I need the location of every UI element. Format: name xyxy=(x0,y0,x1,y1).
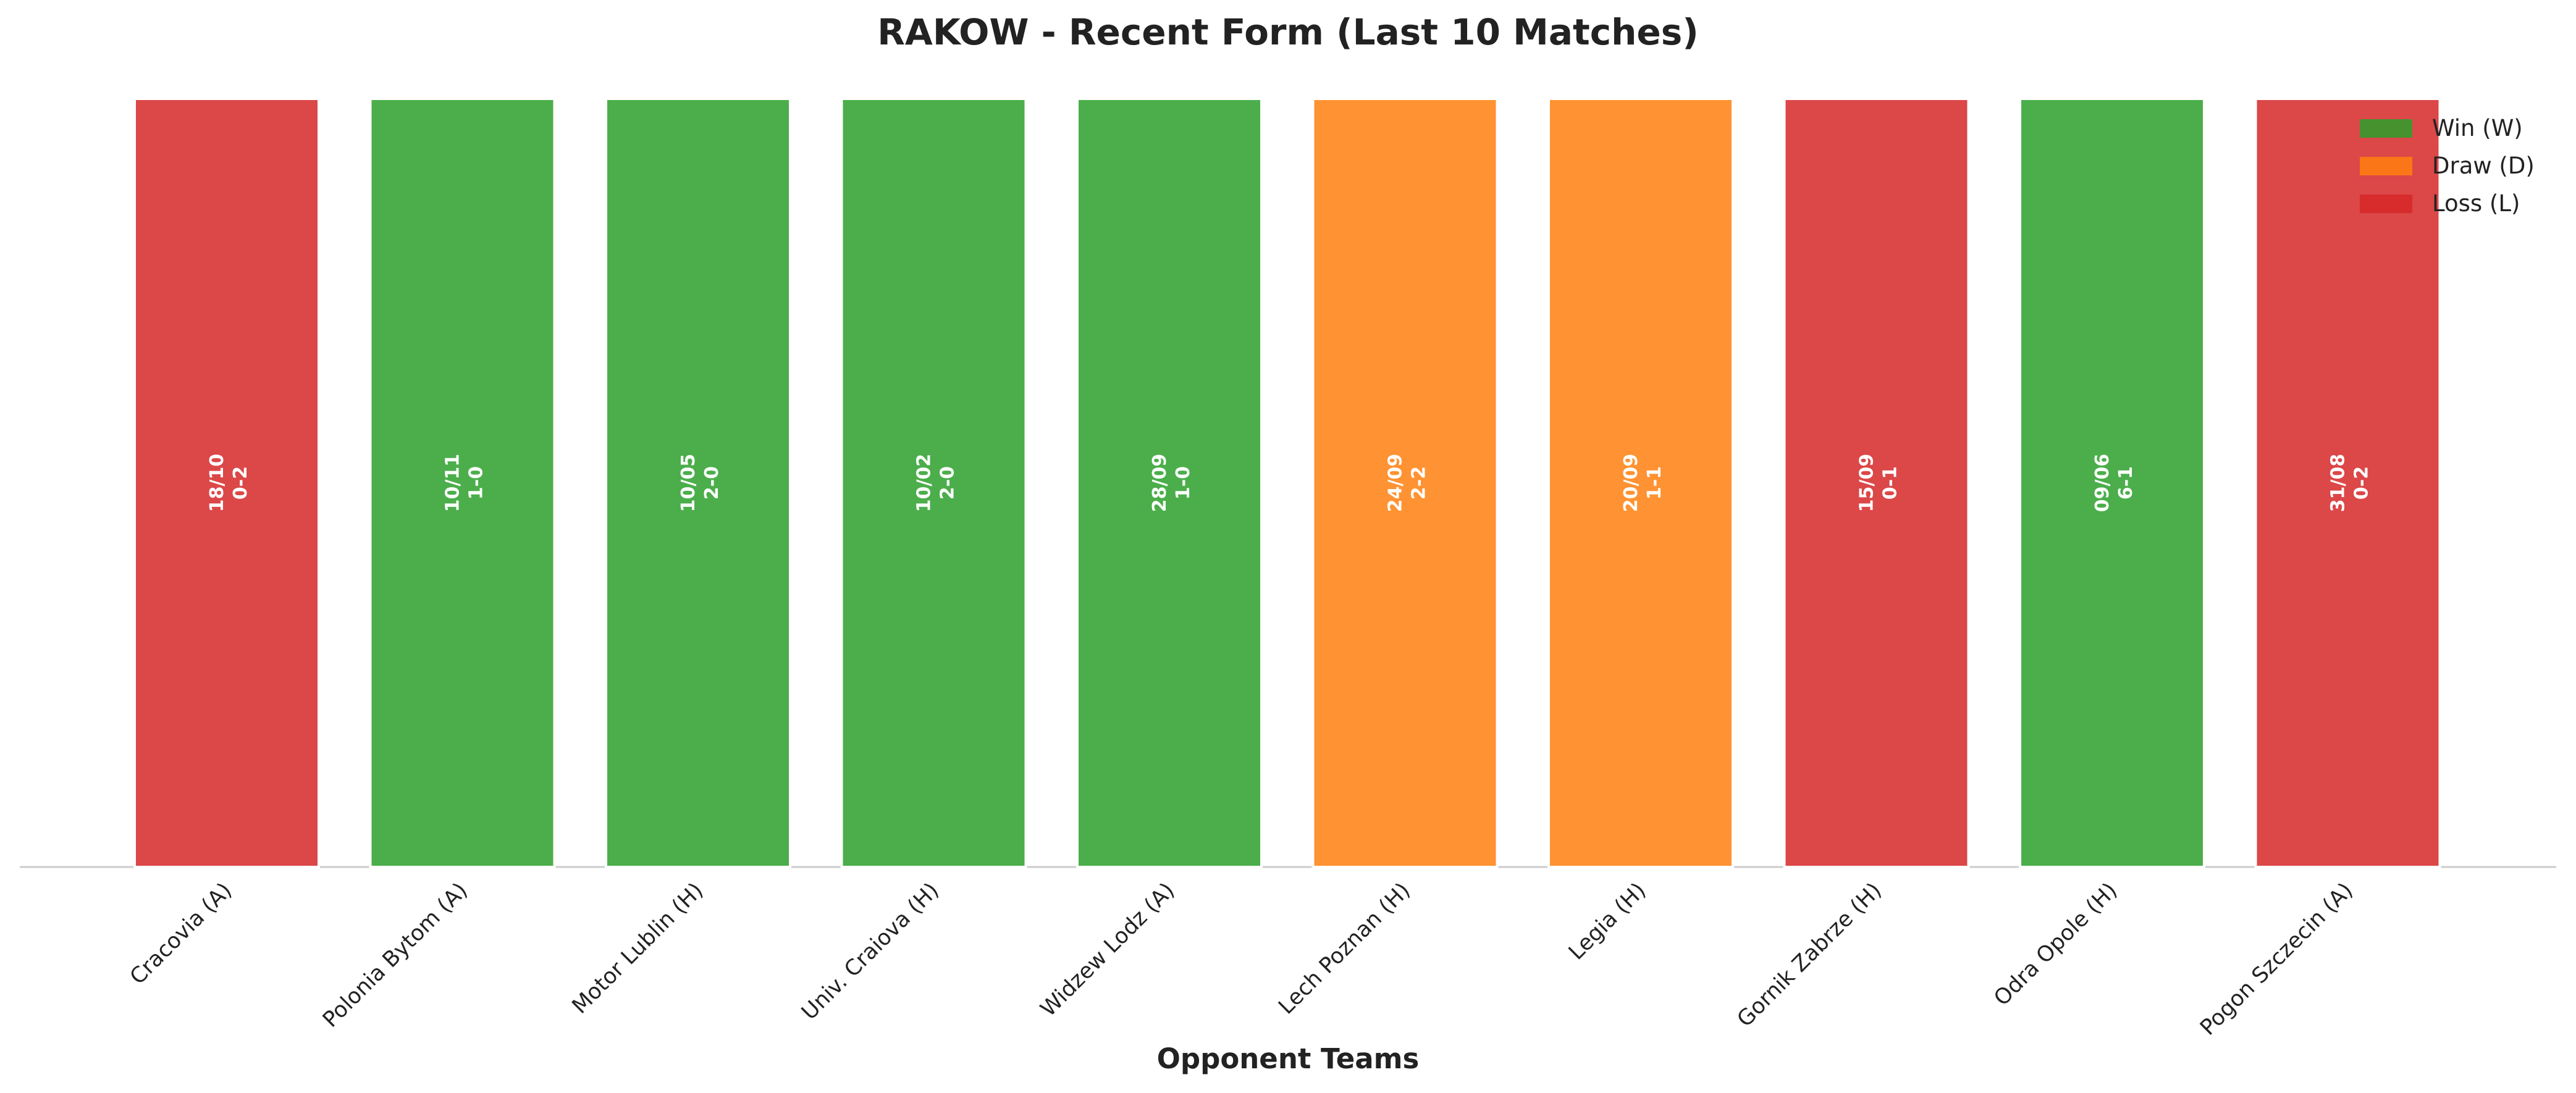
bar-label: 10/02 2-0 xyxy=(914,454,959,512)
bar-score: 2-0 xyxy=(701,466,723,500)
legend-label: Win (W) xyxy=(2432,115,2523,141)
legend-label: Draw (D) xyxy=(2432,153,2535,179)
bar-score: 1-0 xyxy=(466,466,487,500)
bar xyxy=(840,98,1027,868)
legend-swatch xyxy=(2360,157,2412,175)
bar-date: 20/09 xyxy=(1620,454,1642,512)
bar-score: 1-0 xyxy=(1172,466,1194,500)
bar-score: 0-2 xyxy=(2351,466,2373,500)
bar-label: 31/08 0-2 xyxy=(2328,454,2373,512)
bar xyxy=(1311,98,1499,868)
bar xyxy=(2019,98,2205,868)
chart-title: RAKOW - Recent Form (Last 10 Matches) xyxy=(877,11,1698,53)
bar-date: 10/11 xyxy=(442,454,464,512)
bar-score: 6-1 xyxy=(2115,466,2137,500)
bar-date: 10/02 xyxy=(914,454,935,512)
legend-swatch xyxy=(2360,119,2412,138)
bar-score: 0-2 xyxy=(230,466,251,500)
bar xyxy=(2254,98,2441,868)
bar xyxy=(1547,98,1734,868)
bar xyxy=(1076,98,1263,868)
bar xyxy=(369,98,556,868)
bar-label: 15/09 0-1 xyxy=(1856,454,1901,512)
x-axis-label: Opponent Teams xyxy=(1157,1042,1420,1075)
bar-date: 31/08 xyxy=(2328,454,2349,512)
bar-label: 10/05 2-0 xyxy=(678,454,723,512)
bar xyxy=(605,98,791,868)
bar-label: 09/06 6-1 xyxy=(2092,454,2137,512)
bar-score: 2-2 xyxy=(1408,466,1430,500)
bar-label: 20/09 1-1 xyxy=(1620,454,1665,512)
bar-label: 24/09 2-2 xyxy=(1385,454,1430,512)
bar-date: 28/09 xyxy=(1149,454,1171,512)
legend-swatch xyxy=(2360,195,2412,213)
bar-date: 24/09 xyxy=(1385,454,1407,512)
bar-label: 10/11 1-0 xyxy=(442,454,487,512)
bar-date: 15/09 xyxy=(1856,454,1878,512)
bar-score: 2-0 xyxy=(937,466,959,500)
bar-label: 28/09 1-0 xyxy=(1149,454,1194,512)
legend-label: Loss (L) xyxy=(2432,190,2520,217)
bar-score: 0-1 xyxy=(1880,466,1901,500)
bar xyxy=(1783,98,1970,868)
bar-label: 18/10 0-2 xyxy=(206,454,251,512)
bar-date: 18/10 xyxy=(206,454,228,512)
bar-score: 1-1 xyxy=(1644,466,1665,500)
bar-date: 09/06 xyxy=(2092,454,2113,512)
bar xyxy=(133,98,320,868)
bar-date: 10/05 xyxy=(678,454,699,512)
